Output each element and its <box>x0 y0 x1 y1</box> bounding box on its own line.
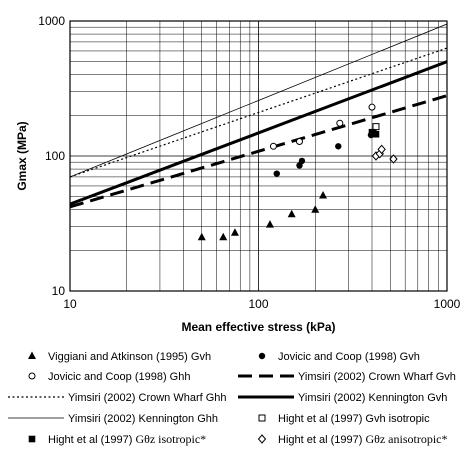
x-axis-label: Mean effective stress (kPa) <box>181 320 335 334</box>
legend-marker-triangle <box>28 351 36 359</box>
legend-label: Jovicic and Coop (1998) Gvh <box>278 351 420 363</box>
data-point-triangle <box>219 232 228 241</box>
y-tick-label: 10 <box>52 284 66 298</box>
data-point-triangle <box>287 209 296 218</box>
legend-label-text: Yimsiri (2002) Crown Wharf Ghh <box>68 392 227 404</box>
legend-label: Viggiani and Atkinson (1995) Gvh <box>48 351 211 363</box>
legend-marker-open-circle <box>28 372 36 380</box>
legend-label-symbol: Gθz anisotropic* <box>365 432 447 446</box>
legend-label-text: Hight et al (1997) <box>48 434 135 446</box>
legend-label-text: Yimsiri (2002) Crown Wharf Gvh <box>298 371 456 383</box>
data-point-open-circle <box>295 138 303 146</box>
y-tick-label: 1000 <box>38 14 65 28</box>
series-line-dotted <box>70 47 447 178</box>
data-point-filled-square <box>368 128 376 136</box>
data-point-open-circle <box>368 103 376 111</box>
legend-label: Yimsiri (2002) Crown Wharf Gvh <box>298 371 456 383</box>
legend-label-text: Jovicic and Coop (1998) Ghh <box>48 371 190 383</box>
series-lines <box>70 23 447 209</box>
series-points <box>197 103 398 241</box>
legend: Viggiani and Atkinson (1995) Gvh Jovicic … <box>8 351 456 446</box>
legend-label-text: Hight et al (1997) <box>278 434 365 446</box>
data-point-filled-square <box>372 130 380 138</box>
legend-marker-open-diamond <box>257 434 267 444</box>
legend-label: Hight et al (1997) Gθz isotropic* <box>48 432 206 446</box>
legend-label-text: Yimsiri (2002) Kennington Gvh <box>298 392 447 404</box>
data-point-triangle <box>230 228 239 236</box>
legend-marker-open-square <box>258 414 266 422</box>
data-point-open-diamond <box>377 144 386 155</box>
legend-marker-filled-square <box>28 435 36 443</box>
legend-marker-filled-circle <box>258 352 266 360</box>
data-point-open-diamond <box>389 154 398 164</box>
tick-labels: 10 100 1000 10 100 1000 <box>38 14 460 311</box>
legend-label: Jovicic and Coop (1998) Ghh <box>48 371 190 383</box>
legend-label: Hight et al (1997) Gvh isotropic <box>278 413 430 425</box>
y-axis-label: Gmax (MPa) <box>15 121 29 190</box>
data-point-triangle <box>265 220 274 228</box>
legend-label-text: Viggiani and Atkinson (1995) Gvh <box>48 351 211 363</box>
plot-frame <box>69 20 448 292</box>
data-point-open-circle <box>336 119 344 127</box>
legend-label-text: Yimsiri (2002) Kennington Ghh <box>68 413 218 425</box>
grid <box>70 21 447 291</box>
legend-label: Hight et al (1997) Gθz anisotropic* <box>278 432 448 446</box>
x-tick-label: 1000 <box>434 297 461 311</box>
legend-label: Yimsiri (2002) Kennington Gvh <box>298 392 447 404</box>
series-line-long-dash <box>70 94 447 209</box>
data-point-triangle <box>311 205 320 213</box>
series-line-thin-solid <box>70 23 447 178</box>
data-point-open-circle <box>269 142 277 150</box>
legend-label: Yimsiri (2002) Crown Wharf Ghh <box>68 392 227 404</box>
legend-label: Yimsiri (2002) Kennington Ghh <box>68 413 218 425</box>
legend-label-text: Hight et al (1997) Gvh isotropic <box>278 413 430 425</box>
data-point-filled-circle <box>335 143 342 150</box>
data-point-filled-circle <box>273 170 280 177</box>
y-tick-label: 100 <box>45 149 65 163</box>
data-point-filled-circle <box>298 157 306 165</box>
legend-label-symbol: Gθz isotropic* <box>135 432 206 446</box>
x-tick-label: 10 <box>63 297 77 311</box>
x-tick-label: 100 <box>248 297 268 311</box>
data-point-triangle <box>197 232 206 241</box>
series-line-thick-solid <box>70 60 447 206</box>
data-point-open-square <box>372 123 380 131</box>
legend-label-text: Jovicic and Coop (1998) Gvh <box>278 351 420 363</box>
data-point-triangle <box>319 190 328 199</box>
